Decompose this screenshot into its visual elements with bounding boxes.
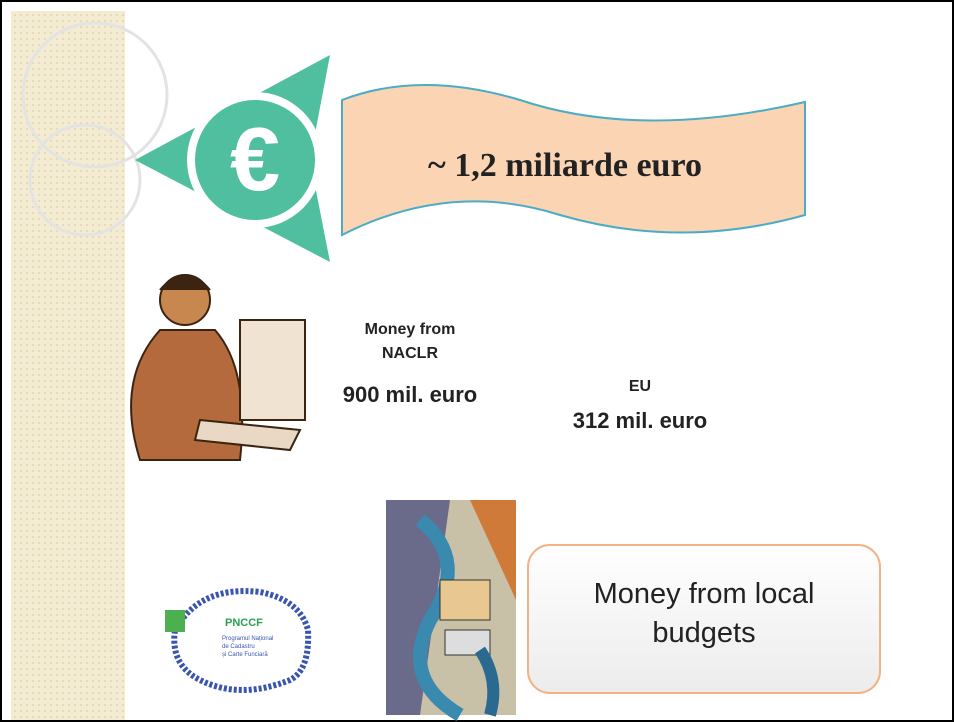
local-line: budgets xyxy=(652,617,755,649)
logo-name: PNCCF xyxy=(225,617,263,629)
logo-text: de Cadastru xyxy=(222,644,255,650)
naclr-amount: 900 mil. euro xyxy=(343,382,478,407)
banner-shape xyxy=(341,84,806,237)
logo: PNCCF Programul Național de Cadastru și … xyxy=(165,588,312,693)
eu-amount: 312 mil. euro xyxy=(573,408,708,433)
side-circles xyxy=(21,21,169,237)
local-box xyxy=(527,544,881,694)
banner-text: ~ 1,2 miliarde euro xyxy=(428,147,702,184)
man-clipart xyxy=(130,274,306,461)
naclr-line: NACLR xyxy=(382,345,438,362)
logo-text: și Carte Funciară xyxy=(222,652,268,658)
eu-label: EU xyxy=(629,378,651,395)
svg-text:€: € xyxy=(230,110,280,210)
logo-text: Programul Național xyxy=(222,636,273,642)
collage-clipart xyxy=(386,500,516,722)
local-line: Money from local xyxy=(594,578,815,610)
naclr-line: Money from xyxy=(365,321,456,338)
euro-icon: € xyxy=(135,55,330,262)
